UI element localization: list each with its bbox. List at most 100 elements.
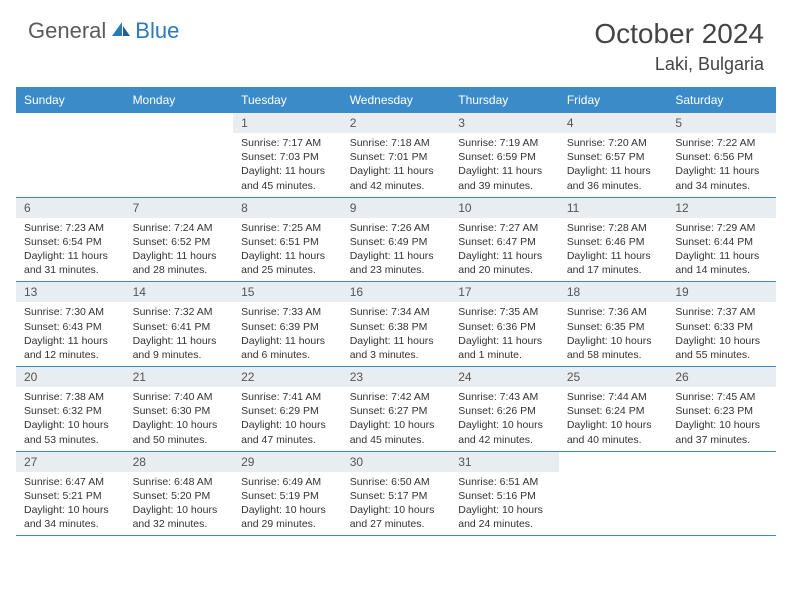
sunset-text: Sunset: 6:29 PM [241, 404, 334, 418]
daylight-text: Daylight: 11 hours and 28 minutes. [133, 249, 226, 277]
sunset-text: Sunset: 6:33 PM [675, 320, 768, 334]
day-number: 27 [16, 452, 125, 472]
sunrise-text: Sunrise: 7:33 AM [241, 305, 334, 319]
day-number: 28 [125, 452, 234, 472]
sunrise-text: Sunrise: 7:43 AM [458, 390, 551, 404]
sunset-text: Sunset: 6:56 PM [675, 150, 768, 164]
calendar-cell: 25Sunrise: 7:44 AMSunset: 6:24 PMDayligh… [559, 367, 668, 452]
weekday-header: Wednesday [342, 87, 451, 113]
calendar-cell: 19Sunrise: 7:37 AMSunset: 6:33 PMDayligh… [667, 282, 776, 367]
day-body: Sunrise: 7:37 AMSunset: 6:33 PMDaylight:… [667, 302, 776, 366]
sunset-text: Sunset: 6:43 PM [24, 320, 117, 334]
sunrise-text: Sunrise: 7:17 AM [241, 136, 334, 150]
brand-part2: Blue [135, 18, 179, 44]
day-body: Sunrise: 7:45 AMSunset: 6:23 PMDaylight:… [667, 387, 776, 451]
calendar-cell: 12Sunrise: 7:29 AMSunset: 6:44 PMDayligh… [667, 197, 776, 282]
daylight-text: Daylight: 11 hours and 45 minutes. [241, 164, 334, 192]
day-number: 19 [667, 282, 776, 302]
day-number: 7 [125, 198, 234, 218]
day-body: Sunrise: 6:49 AMSunset: 5:19 PMDaylight:… [233, 472, 342, 536]
sunset-text: Sunset: 6:30 PM [133, 404, 226, 418]
sunrise-text: Sunrise: 7:36 AM [567, 305, 660, 319]
day-number: 25 [559, 367, 668, 387]
calendar-cell: 10Sunrise: 7:27 AMSunset: 6:47 PMDayligh… [450, 197, 559, 282]
daylight-text: Daylight: 11 hours and 1 minute. [458, 334, 551, 362]
daylight-text: Daylight: 10 hours and 27 minutes. [350, 503, 443, 531]
day-number: 18 [559, 282, 668, 302]
daylight-text: Daylight: 11 hours and 14 minutes. [675, 249, 768, 277]
day-body: Sunrise: 6:48 AMSunset: 5:20 PMDaylight:… [125, 472, 234, 536]
sunrise-text: Sunrise: 7:28 AM [567, 221, 660, 235]
calendar-week: 27Sunrise: 6:47 AMSunset: 5:21 PMDayligh… [16, 451, 776, 536]
brand-logo: General Blue [28, 18, 179, 44]
daylight-text: Daylight: 11 hours and 3 minutes. [350, 334, 443, 362]
day-number: 17 [450, 282, 559, 302]
month-title: October 2024 [594, 18, 764, 50]
calendar-cell: 9Sunrise: 7:26 AMSunset: 6:49 PMDaylight… [342, 197, 451, 282]
day-body: Sunrise: 7:35 AMSunset: 6:36 PMDaylight:… [450, 302, 559, 366]
day-body: Sunrise: 7:17 AMSunset: 7:03 PMDaylight:… [233, 133, 342, 197]
day-number: 24 [450, 367, 559, 387]
calendar-cell: 23Sunrise: 7:42 AMSunset: 6:27 PMDayligh… [342, 367, 451, 452]
sunset-text: Sunset: 6:27 PM [350, 404, 443, 418]
sunset-text: Sunset: 5:16 PM [458, 489, 551, 503]
day-body: Sunrise: 7:26 AMSunset: 6:49 PMDaylight:… [342, 218, 451, 282]
calendar-cell: 30Sunrise: 6:50 AMSunset: 5:17 PMDayligh… [342, 451, 451, 536]
calendar-table: Sunday Monday Tuesday Wednesday Thursday… [16, 87, 776, 536]
sunset-text: Sunset: 6:23 PM [675, 404, 768, 418]
calendar-cell: 29Sunrise: 6:49 AMSunset: 5:19 PMDayligh… [233, 451, 342, 536]
day-number: 12 [667, 198, 776, 218]
day-number: 29 [233, 452, 342, 472]
daylight-text: Daylight: 10 hours and 42 minutes. [458, 418, 551, 446]
sunset-text: Sunset: 6:32 PM [24, 404, 117, 418]
day-body: Sunrise: 7:38 AMSunset: 6:32 PMDaylight:… [16, 387, 125, 451]
day-body: Sunrise: 7:28 AMSunset: 6:46 PMDaylight:… [559, 218, 668, 282]
calendar-cell: 21Sunrise: 7:40 AMSunset: 6:30 PMDayligh… [125, 367, 234, 452]
calendar-week: 6Sunrise: 7:23 AMSunset: 6:54 PMDaylight… [16, 197, 776, 282]
calendar-cell: 6Sunrise: 7:23 AMSunset: 6:54 PMDaylight… [16, 197, 125, 282]
sunset-text: Sunset: 7:03 PM [241, 150, 334, 164]
daylight-text: Daylight: 11 hours and 25 minutes. [241, 249, 334, 277]
day-number: 14 [125, 282, 234, 302]
day-body: Sunrise: 7:29 AMSunset: 6:44 PMDaylight:… [667, 218, 776, 282]
daylight-text: Daylight: 11 hours and 12 minutes. [24, 334, 117, 362]
sunrise-text: Sunrise: 7:22 AM [675, 136, 768, 150]
daylight-text: Daylight: 11 hours and 31 minutes. [24, 249, 117, 277]
sunset-text: Sunset: 6:51 PM [241, 235, 334, 249]
daylight-text: Daylight: 10 hours and 24 minutes. [458, 503, 551, 531]
sunrise-text: Sunrise: 7:26 AM [350, 221, 443, 235]
sunrise-text: Sunrise: 7:41 AM [241, 390, 334, 404]
sunrise-text: Sunrise: 7:32 AM [133, 305, 226, 319]
sunset-text: Sunset: 7:01 PM [350, 150, 443, 164]
calendar-cell: . [667, 451, 776, 536]
day-body: Sunrise: 6:47 AMSunset: 5:21 PMDaylight:… [16, 472, 125, 536]
sunset-text: Sunset: 6:52 PM [133, 235, 226, 249]
day-body: Sunrise: 6:50 AMSunset: 5:17 PMDaylight:… [342, 472, 451, 536]
calendar-cell: 27Sunrise: 6:47 AMSunset: 5:21 PMDayligh… [16, 451, 125, 536]
sunset-text: Sunset: 6:57 PM [567, 150, 660, 164]
daylight-text: Daylight: 11 hours and 34 minutes. [675, 164, 768, 192]
calendar-cell: . [16, 113, 125, 197]
sunrise-text: Sunrise: 7:35 AM [458, 305, 551, 319]
sunset-text: Sunset: 5:19 PM [241, 489, 334, 503]
day-body: Sunrise: 7:22 AMSunset: 6:56 PMDaylight:… [667, 133, 776, 197]
calendar-cell: 24Sunrise: 7:43 AMSunset: 6:26 PMDayligh… [450, 367, 559, 452]
day-body: Sunrise: 7:40 AMSunset: 6:30 PMDaylight:… [125, 387, 234, 451]
day-body: Sunrise: 7:32 AMSunset: 6:41 PMDaylight:… [125, 302, 234, 366]
sunset-text: Sunset: 6:46 PM [567, 235, 660, 249]
calendar-cell: 3Sunrise: 7:19 AMSunset: 6:59 PMDaylight… [450, 113, 559, 197]
title-block: October 2024 Laki, Bulgaria [594, 18, 764, 75]
calendar-cell: 17Sunrise: 7:35 AMSunset: 6:36 PMDayligh… [450, 282, 559, 367]
calendar-cell: 11Sunrise: 7:28 AMSunset: 6:46 PMDayligh… [559, 197, 668, 282]
day-number: 1 [233, 113, 342, 133]
day-number: 15 [233, 282, 342, 302]
sunrise-text: Sunrise: 7:18 AM [350, 136, 443, 150]
sunrise-text: Sunrise: 7:23 AM [24, 221, 117, 235]
location: Laki, Bulgaria [594, 54, 764, 75]
sunset-text: Sunset: 6:41 PM [133, 320, 226, 334]
weekday-header-row: Sunday Monday Tuesday Wednesday Thursday… [16, 87, 776, 113]
daylight-text: Daylight: 10 hours and 50 minutes. [133, 418, 226, 446]
calendar-week: ..1Sunrise: 7:17 AMSunset: 7:03 PMDaylig… [16, 113, 776, 197]
sunrise-text: Sunrise: 7:24 AM [133, 221, 226, 235]
calendar-cell: 20Sunrise: 7:38 AMSunset: 6:32 PMDayligh… [16, 367, 125, 452]
